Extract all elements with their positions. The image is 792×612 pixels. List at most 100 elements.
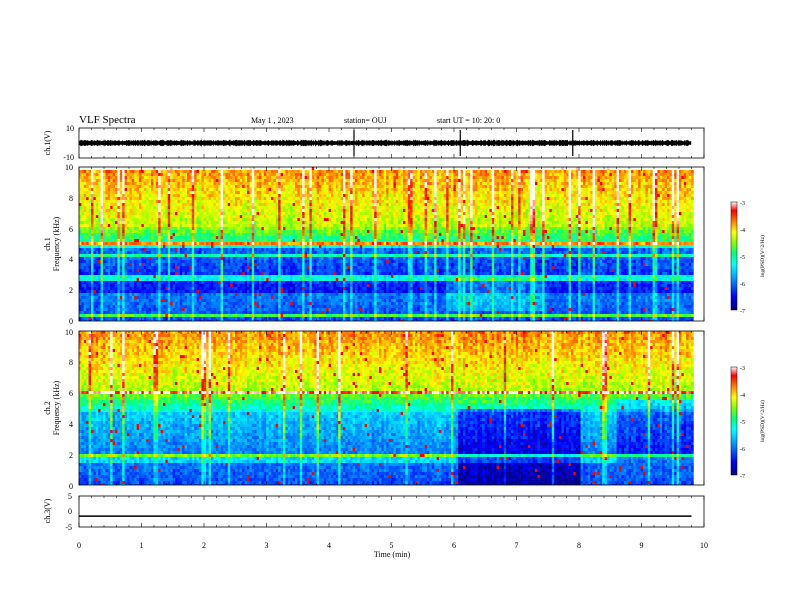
spectrogram-cell xyxy=(215,308,219,312)
spectrogram-cell xyxy=(220,251,224,255)
spectrogram-cell xyxy=(179,314,183,318)
spectrogram-cell xyxy=(170,230,173,234)
spectrogram-cell xyxy=(107,197,111,201)
spectrogram-cell xyxy=(199,224,202,228)
spectrogram-cell xyxy=(141,314,145,318)
spectrogram-cell xyxy=(297,320,301,321)
spectrogram-cell xyxy=(88,260,92,264)
spectrogram-cell xyxy=(254,284,257,288)
spectrogram-cell xyxy=(271,206,274,210)
spectrogram-cell xyxy=(268,254,272,258)
spectrogram-cell xyxy=(251,275,255,279)
spectrogram-cell xyxy=(259,182,262,186)
spectrogram-cell xyxy=(136,269,140,273)
spectrogram-cell xyxy=(189,311,193,315)
spectrogram-cell xyxy=(134,266,137,270)
spectrogram-cell xyxy=(249,308,253,312)
spectrogram-cell xyxy=(134,320,137,321)
spectrogram-cell xyxy=(247,305,250,309)
spectrogram-cell xyxy=(141,185,145,189)
spectrogram-cell xyxy=(275,203,279,207)
spectrogram-cell xyxy=(139,206,142,210)
spectrogram-cell xyxy=(79,275,82,279)
spectrogram-cell xyxy=(189,215,193,219)
spectrogram-cell xyxy=(100,194,104,198)
spectrogram-cell xyxy=(280,173,284,177)
spectrogram-cell xyxy=(103,227,106,231)
spectrogram-cell xyxy=(139,230,142,234)
spectrogram-cell xyxy=(196,215,200,219)
spectrogram-cell xyxy=(299,170,303,174)
spectrogram-cell xyxy=(215,311,219,315)
spectrogram-cell xyxy=(254,272,257,276)
spectrogram-cell xyxy=(95,308,99,312)
spectrogram-cell xyxy=(223,269,226,273)
spectrogram-cell xyxy=(160,239,164,243)
spectrogram-cell xyxy=(285,266,289,270)
spectrogram-cell xyxy=(295,311,298,315)
spectrogram-cell xyxy=(251,236,255,240)
spectrogram-cell xyxy=(151,194,154,198)
spectrogram-cell xyxy=(223,170,226,174)
spectrogram-cell xyxy=(208,167,212,171)
spectrogram-cell xyxy=(122,173,125,177)
spectrogram-cell xyxy=(124,263,128,267)
spectrogram-cell xyxy=(136,248,140,252)
spectrogram-cell xyxy=(196,173,200,177)
spectrogram-cell xyxy=(148,290,152,294)
spectrogram-cell xyxy=(191,305,195,309)
spectrogram-cell xyxy=(203,179,207,183)
spectrogram-cell xyxy=(208,278,212,282)
spectrogram-cell xyxy=(79,218,82,222)
spectrogram-cell xyxy=(179,284,183,288)
spectrogram-cell xyxy=(249,263,253,267)
spectrogram-cell xyxy=(259,179,262,183)
spectrogram-cell xyxy=(259,320,262,321)
spectrogram-cell xyxy=(242,176,245,180)
spectrogram-cell xyxy=(287,191,291,195)
spectrogram-cell xyxy=(215,299,219,303)
spectrogram-cell xyxy=(247,194,250,198)
spectrogram-cell xyxy=(218,206,221,210)
spectrogram-cell xyxy=(122,284,125,288)
spectrogram-cell xyxy=(249,305,253,309)
spectrogram-cell xyxy=(297,296,301,300)
spectrogram-cell xyxy=(249,203,253,207)
spectrogram-cell xyxy=(81,200,85,204)
spectrogram-cell xyxy=(115,203,118,207)
spectrogram-cell xyxy=(86,251,89,255)
spectrogram-cell xyxy=(151,176,154,180)
spectrogram-cell xyxy=(213,305,217,309)
spectrogram-cell xyxy=(179,185,183,189)
spectrogram-cell xyxy=(141,188,145,192)
spectrogram-cell xyxy=(302,167,305,171)
spectrogram-cell xyxy=(191,269,195,273)
spectrogram-cell xyxy=(223,245,226,249)
spectrogram-cell xyxy=(107,224,111,228)
spectrogram-cell xyxy=(191,203,195,207)
spectrogram-cell xyxy=(244,302,248,306)
spectrogram-cell xyxy=(271,308,274,312)
spectrogram-cell xyxy=(141,248,145,252)
spectrogram-cell xyxy=(271,194,274,198)
spectrogram-cell xyxy=(280,185,284,189)
spectrogram-cell xyxy=(129,176,133,180)
spectrogram-cell xyxy=(220,272,224,276)
spectrogram-cell xyxy=(237,266,241,270)
spectrogram-cell xyxy=(100,257,104,261)
spectrogram-cell xyxy=(191,167,195,171)
spectrogram-cell xyxy=(155,308,159,312)
spectrogram-cell xyxy=(196,218,200,222)
spectrogram-cell xyxy=(107,263,111,267)
spectrogram-cell xyxy=(244,167,248,171)
spectrogram-cell xyxy=(263,263,267,267)
spectrogram-cell xyxy=(225,245,229,249)
spectrogram-cell xyxy=(119,257,123,261)
spectrogram-cell xyxy=(259,221,262,225)
spectrogram-cell xyxy=(163,311,166,315)
spectrogram-cell xyxy=(242,218,245,222)
spectrogram-cell xyxy=(119,314,123,318)
spectrogram-cell xyxy=(273,197,277,201)
spectrogram-cell xyxy=(153,281,157,285)
spectrogram-cell xyxy=(199,206,202,210)
